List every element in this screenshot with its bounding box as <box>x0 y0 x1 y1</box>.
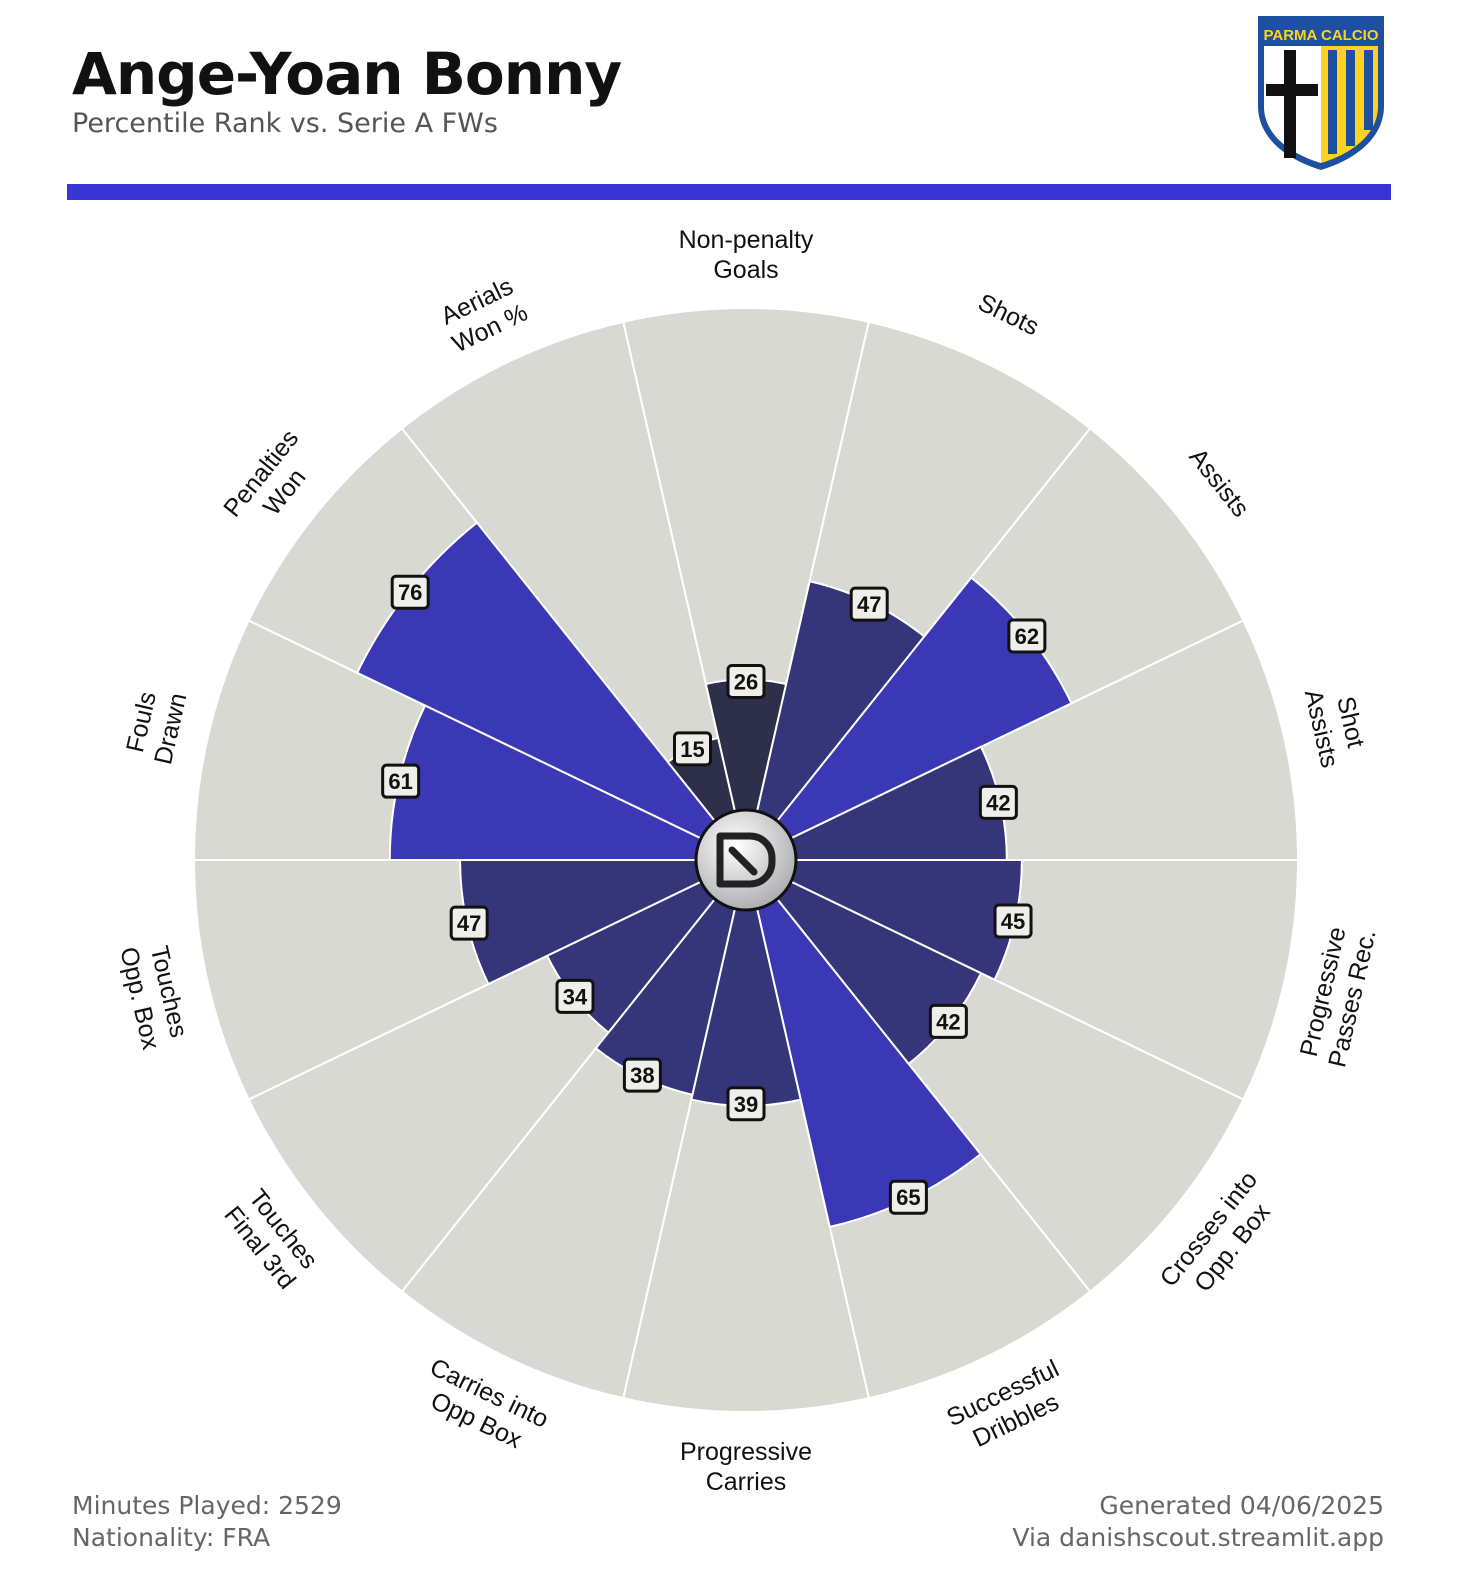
value-label: 76 <box>398 580 422 605</box>
minutes-played: Minutes Played: 2529 <box>72 1491 342 1520</box>
category-label: ShotAssists <box>1299 680 1373 770</box>
bar-wedges <box>355 521 1073 1229</box>
value-badge: 42 <box>928 1003 968 1039</box>
value-badge: 42 <box>978 784 1018 820</box>
background-wedge <box>621 859 871 1413</box>
generated-date: Generated 04/06/2025 <box>1099 1491 1384 1520</box>
value-badge: 65 <box>888 1179 928 1215</box>
value-badge: 61 <box>381 763 421 799</box>
source-link: Via danishscout.streamlit.app <box>1012 1523 1384 1552</box>
value-badge: 38 <box>622 1057 662 1093</box>
value-label: 42 <box>986 790 1010 815</box>
background-wedge <box>400 320 747 861</box>
value-badge: 34 <box>555 978 595 1014</box>
category-label: FoulsDrawn <box>120 684 193 767</box>
value-badge: 47 <box>449 905 489 941</box>
value-badge-box <box>726 1086 766 1122</box>
value-badge-box <box>888 1179 928 1215</box>
nationality: Nationality: FRA <box>72 1523 271 1552</box>
value-label: 26 <box>734 669 758 694</box>
value-badge-box <box>993 903 1033 939</box>
value-label: 65 <box>896 1185 920 1210</box>
category-label: Progressive Carries <box>680 1438 812 1496</box>
value-badge-box <box>390 574 430 610</box>
category-label-line: Assists <box>1183 443 1254 522</box>
value-badge: 39 <box>726 1086 766 1122</box>
hub-logo-icon <box>694 808 798 912</box>
value-label: 39 <box>734 1092 758 1117</box>
footer-info: Minutes Played: 2529 Nationality: FRA <box>72 1490 342 1554</box>
value-badge-box <box>849 586 889 622</box>
background-wedge <box>621 307 871 861</box>
value-badge: 62 <box>1007 618 1047 654</box>
value-label: 38 <box>630 1063 654 1088</box>
footer-credits: Generated 04/06/2025 Via danishscout.str… <box>1012 1490 1384 1554</box>
category-label: TouchesFinal 3rd <box>218 1182 324 1294</box>
value-badge-box <box>673 731 713 767</box>
category-label: Assists <box>1183 443 1254 522</box>
value-label: 34 <box>563 984 588 1009</box>
value-label: 45 <box>1001 909 1025 934</box>
value-badge-box <box>928 1003 968 1039</box>
category-label: Shots <box>974 288 1044 341</box>
value-badge-box <box>726 663 766 699</box>
category-label-line: Progressive <box>680 1438 812 1466</box>
value-badge: 45 <box>993 903 1033 939</box>
value-badge-box <box>1007 618 1047 654</box>
value-label: 47 <box>457 911 481 936</box>
value-badge: 15 <box>673 731 713 767</box>
value-label: 62 <box>1015 624 1039 649</box>
value-badge: 47 <box>849 586 889 622</box>
value-badge-box <box>381 763 421 799</box>
category-label-line: Shots <box>974 288 1044 341</box>
category-label: Non-penalty Goals <box>679 226 814 284</box>
category-label-line: Goals <box>713 256 778 284</box>
value-label: 61 <box>388 769 412 794</box>
value-label: 47 <box>857 592 881 617</box>
category-label-line: Carries <box>706 1468 787 1496</box>
value-badge-box <box>449 905 489 941</box>
category-label: TouchesOpp. Box <box>114 938 194 1053</box>
value-badge: 76 <box>390 574 430 610</box>
page-subtitle: Percentile Rank vs. Serie A FWs <box>72 108 498 139</box>
value-badge: 26 <box>726 663 766 699</box>
value-badge-box <box>555 978 595 1014</box>
value-label: 42 <box>936 1009 960 1034</box>
parma-calcio-crest-icon: PARMA CALCIO <box>1258 16 1384 170</box>
svg-text:PARMA CALCIO: PARMA CALCIO <box>1264 27 1379 44</box>
category-label-line: Non-penalty <box>679 226 814 254</box>
value-badge-box <box>622 1057 662 1093</box>
page-title: Ange-Yoan Bonny <box>72 40 622 108</box>
category-label: ProgressivePasses Rec. <box>1294 920 1382 1070</box>
category-label: SuccessfulDribbles <box>942 1355 1076 1460</box>
accent-divider <box>67 184 1391 200</box>
category-label: AerialsWon % <box>435 271 532 358</box>
value-label: 15 <box>680 737 704 762</box>
value-labels: 26 47 62 42 45 42 65 39 38 34 47 61 76 15 <box>381 574 1047 1215</box>
value-badge-box <box>978 784 1018 820</box>
